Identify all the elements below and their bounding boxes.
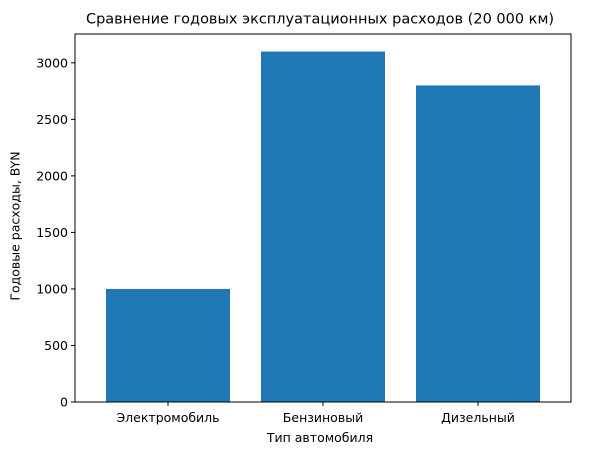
plot-frame [74, 33, 572, 403]
bars-group [106, 51, 540, 403]
y-tick-label: 3000 [36, 55, 68, 70]
bar-2 [261, 51, 385, 403]
x-tick-label: Бензиновый [283, 410, 363, 425]
x-tick-label: Дизельный [441, 410, 515, 425]
y-axis-label: Годовые расходы, BYN [8, 151, 23, 300]
y-tick-label: 500 [44, 338, 68, 353]
y-tick-label: 0 [60, 395, 68, 410]
y-tick-label: 2000 [36, 168, 68, 183]
y-tick-label: 1500 [36, 225, 68, 240]
y-tick-label: 1000 [36, 281, 68, 296]
x-axis: Электромобиль Бензиновый Дизельный [116, 402, 515, 425]
bar-1 [106, 288, 230, 402]
y-axis: 0 500 1000 1500 2000 2500 3000 [36, 55, 75, 410]
x-axis-label: Тип автомобиля [266, 430, 373, 445]
y-tick-label: 2500 [36, 112, 68, 127]
x-tick-label: Электромобиль [116, 410, 219, 425]
bar-3 [416, 85, 540, 402]
chart-title: Сравнение годовых эксплуатационных расхо… [86, 12, 554, 28]
